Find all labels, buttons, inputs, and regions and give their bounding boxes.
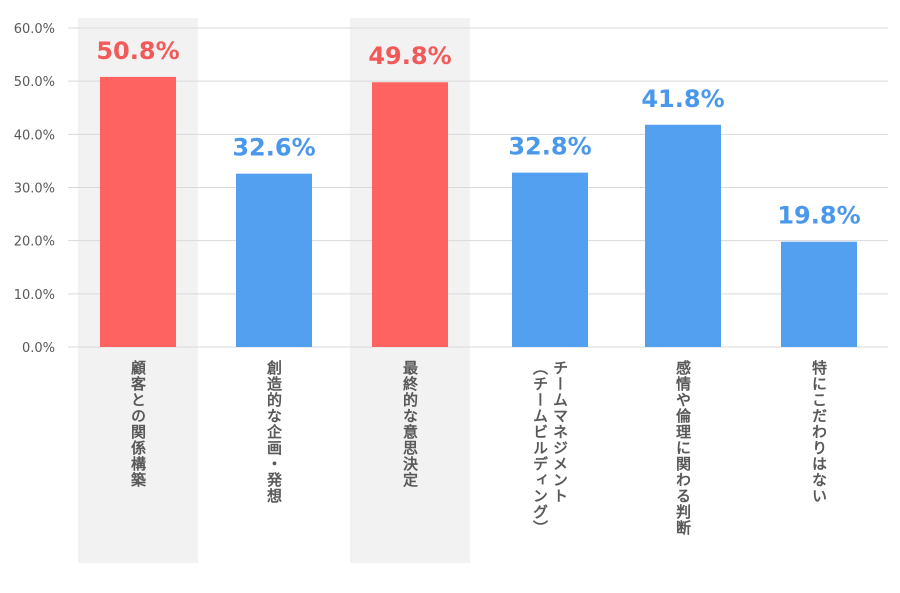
category-label: チームマネジメント （チームビルディング） [531, 360, 569, 536]
data-label: 41.8% [641, 85, 724, 113]
y-tick-label: 0.0% [22, 341, 55, 356]
bar [236, 173, 312, 347]
y-tick-label: 60.0% [14, 22, 55, 37]
category-label: 顧客との関係構築 [129, 360, 147, 488]
y-tick-label: 20.0% [14, 235, 55, 250]
bar [781, 241, 857, 347]
bar [512, 172, 588, 347]
data-label: 32.8% [508, 133, 591, 161]
y-tick-label: 50.0% [14, 75, 55, 90]
y-tick-label: 30.0% [14, 182, 55, 197]
category-label: 感情や倫理に関わる判断 [674, 360, 692, 536]
category-label: 特にこだわりはない [810, 360, 828, 504]
y-tick-label: 10.0% [14, 288, 55, 303]
data-label: 50.8% [96, 37, 179, 65]
bar [372, 82, 448, 347]
bar [645, 124, 721, 347]
y-tick-label: 40.0% [14, 128, 55, 143]
data-label: 32.6% [232, 134, 315, 162]
category-label: 創造的な企画・発想 [265, 360, 283, 504]
bar [100, 76, 176, 347]
data-label: 49.8% [368, 42, 451, 70]
category-label: 最終的な意思決定 [401, 360, 419, 488]
data-label: 19.8% [777, 202, 860, 230]
